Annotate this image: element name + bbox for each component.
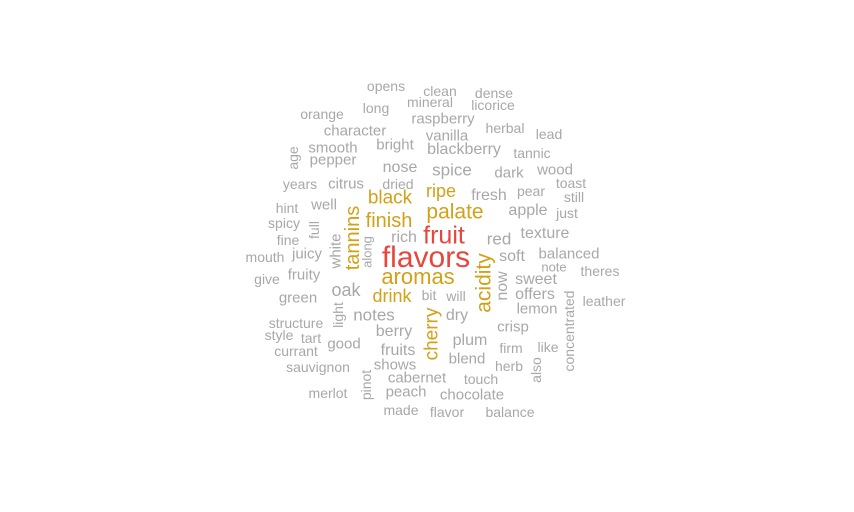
word-still: still [563, 189, 585, 205]
word-licorice: licorice [471, 97, 515, 113]
word-ripe: ripe [425, 181, 457, 201]
word-concentrated: concentrated [561, 290, 577, 372]
word-dried: dried [382, 176, 414, 192]
word-orange: orange [300, 106, 344, 122]
word-finish: finish [365, 210, 413, 232]
word-mineral: mineral [407, 94, 453, 110]
word-age: age [285, 146, 301, 170]
word-like: like [537, 339, 559, 355]
word-flavor: flavor [429, 404, 465, 418]
word-clean: clean [423, 83, 457, 99]
word-rich: rich [391, 229, 417, 246]
word-berry: berry [375, 323, 413, 340]
word-green: green [278, 289, 318, 307]
word-pepper: pepper [309, 151, 357, 169]
word-pinot: pinot [358, 369, 374, 401]
word-structure: structure [268, 315, 324, 331]
word-blend: blend [448, 350, 486, 368]
word-lemon: lemon [516, 300, 558, 318]
word-fruit: fruit [423, 221, 465, 250]
word-spice: spice [432, 160, 472, 180]
word-crisp: crisp [497, 318, 529, 336]
word-apple: apple [508, 202, 548, 219]
word-wood: wood [537, 161, 573, 179]
word-juicy: juicy [291, 245, 323, 263]
word-also: also [528, 357, 544, 383]
word-dark: dark [494, 164, 524, 182]
word-give: give [254, 271, 280, 287]
word-currant: currant [274, 343, 318, 359]
word-notes: notes [353, 305, 395, 325]
word-plum: plum [452, 332, 488, 349]
word-citrus: citrus [328, 175, 364, 193]
word-oak: oak [331, 280, 361, 300]
word-herbal: herbal [485, 120, 525, 136]
word-firm: firm [499, 340, 523, 356]
word-fruits: fruits [380, 342, 416, 359]
word-lead: lead [535, 126, 563, 142]
word-along: along [359, 236, 375, 268]
word-mouth: mouth [245, 249, 285, 265]
word-made: made [383, 402, 419, 418]
word-long: long [362, 100, 390, 116]
word-black: black [367, 187, 413, 209]
word-dry: dry [445, 307, 469, 324]
word-flavors: flavors [381, 241, 471, 274]
word-palate: palate [426, 200, 484, 224]
word-acidity: acidity [472, 253, 496, 313]
word-smooth: smooth [308, 139, 358, 157]
word-bright: bright [376, 136, 414, 154]
word-sauvignon: sauvignon [286, 359, 350, 375]
word-soft: soft [499, 248, 525, 265]
word-balanced: balanced [538, 245, 600, 263]
word-cherry: cherry [421, 307, 443, 361]
word-cabernet: cabernet [387, 369, 447, 387]
word-touch: touch [463, 371, 499, 387]
word-shows: shows [373, 356, 417, 374]
word-will: will [446, 288, 466, 304]
word-fruity: fruity [287, 266, 321, 284]
word-light: light [330, 302, 346, 328]
word-blackberry: blackberry [427, 141, 501, 158]
word-chocolate: chocolate [439, 386, 505, 404]
word-leather: leather [582, 293, 626, 309]
word-well: well [311, 196, 337, 214]
word-merlot: merlot [308, 385, 348, 401]
word-years: years [282, 176, 318, 192]
word-opens: opens [366, 78, 406, 94]
word-tart: tart [300, 330, 322, 346]
word-herb: herb [494, 358, 524, 374]
word-texture: texture [520, 225, 570, 242]
word-nose: nose [382, 159, 418, 176]
word-tannic: tannic [513, 145, 551, 161]
word-white: white [327, 233, 345, 269]
word-red: red [486, 229, 512, 249]
word-aromas: aromas [381, 264, 455, 289]
word-note: note [541, 259, 567, 275]
word-fine: fine [276, 232, 300, 248]
word-full: full [306, 221, 322, 239]
word-offers: offers [515, 286, 555, 303]
word-bit: bit [421, 287, 437, 303]
word-style: style [264, 327, 294, 343]
word-character: character [323, 122, 387, 140]
word-balance: balance [485, 404, 535, 418]
word-theres: theres [580, 263, 620, 279]
word-drink: drink [372, 286, 412, 306]
word-toast: toast [555, 175, 587, 191]
word-good: good [327, 335, 361, 353]
word-peach: peach [385, 383, 427, 401]
word-just: just [556, 205, 578, 221]
word-now: now [494, 271, 511, 301]
word-sweet: sweet [515, 271, 557, 288]
word-pear: pear [516, 183, 546, 199]
word-hint: hint [275, 200, 299, 216]
word-cloud-area: flavors fruit aromas palate finish black ripe d… [245, 78, 626, 418]
word-spicy: spicy [268, 215, 300, 231]
word-fresh: fresh [471, 187, 507, 204]
word-dense: dense [474, 85, 514, 101]
word-raspberry: raspberry [411, 110, 475, 128]
word-vanilla: vanilla [425, 127, 469, 145]
